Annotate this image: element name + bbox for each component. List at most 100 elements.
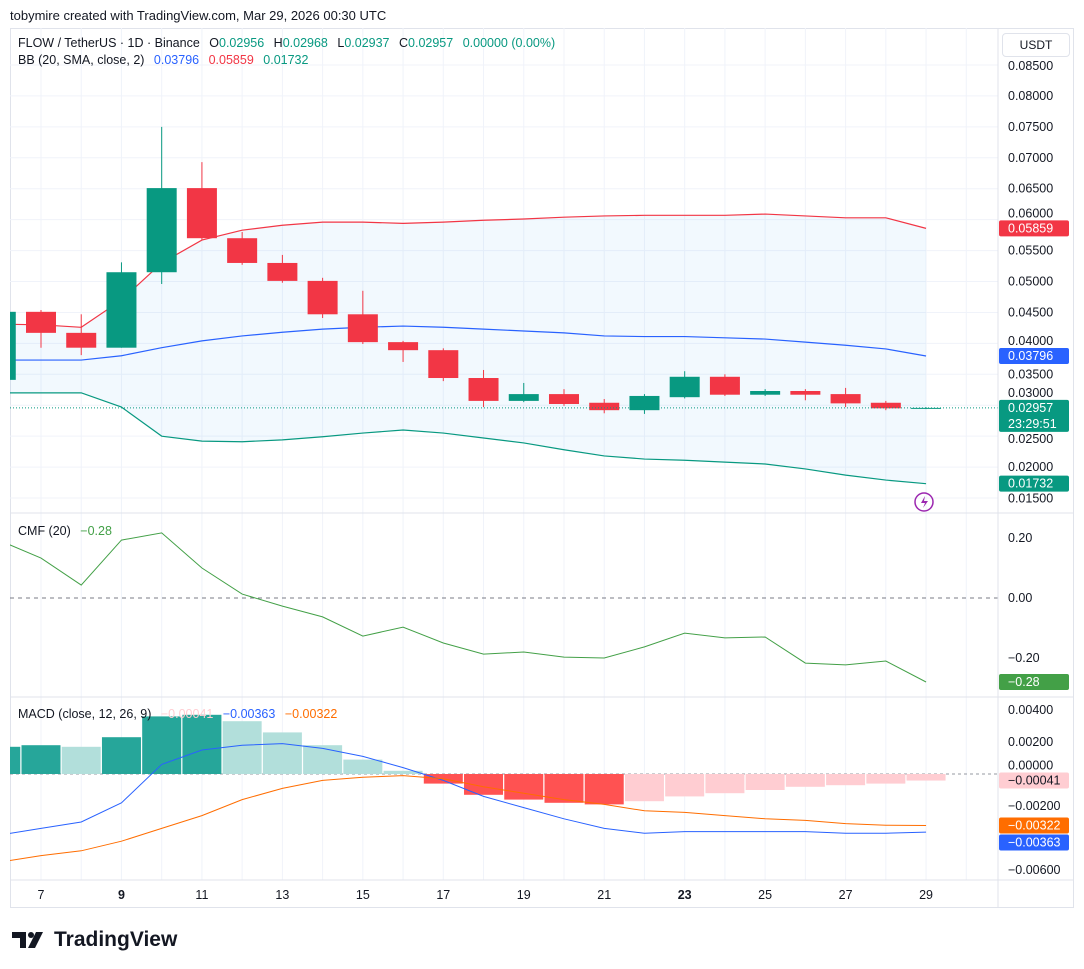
macd-histogram-bar xyxy=(745,774,785,790)
macd-histogram-bar xyxy=(262,732,302,774)
c-label: C xyxy=(399,36,409,50)
candle-body xyxy=(589,402,620,411)
x-tick-label: 7 xyxy=(38,888,45,902)
candle-body xyxy=(267,262,298,281)
bb-lower-label: 0.01732 xyxy=(1008,477,1053,491)
macd-legend[interactable]: MACD (close, 12, 26, 9) −0.00041 −0.0036… xyxy=(18,707,343,721)
macd-histogram-bar xyxy=(101,737,141,774)
logo-text: TradingView xyxy=(54,928,178,951)
macd-histogram-bar xyxy=(182,714,222,774)
macd-histogram-bar xyxy=(303,745,343,774)
bb-legend[interactable]: BB (20, SMA, close, 2) 0.03796 0.05859 0… xyxy=(18,53,314,67)
cmf-label: CMF (20) xyxy=(18,524,71,538)
l-label: L xyxy=(337,36,345,50)
macd-line-value: −0.00363 xyxy=(222,707,276,721)
x-tick-label: 19 xyxy=(517,888,531,902)
h-label: H xyxy=(273,36,283,50)
candle-body xyxy=(750,391,781,395)
credit-text: tobymire created with TradingView.com, M… xyxy=(10,8,387,23)
price-tick-label: 0.08500 xyxy=(1008,59,1053,73)
x-tick-label: 17 xyxy=(436,888,450,902)
macd-line-label-bg xyxy=(999,834,1069,851)
macd-line-label: −0.00363 xyxy=(1008,836,1061,850)
price-tick-label: 0.02000 xyxy=(1008,460,1053,474)
macd-histogram-bar xyxy=(343,759,383,774)
symbol-title[interactable]: FLOW / TetherUS · 1D · Binance xyxy=(18,36,200,50)
chart-frame xyxy=(10,28,1074,908)
price-tick-label: 0.02500 xyxy=(1008,432,1053,446)
macd-signal-value: −0.00322 xyxy=(284,707,338,721)
x-tick-label: 27 xyxy=(839,888,853,902)
candle-body xyxy=(307,280,338,315)
x-tick-label: 23 xyxy=(678,888,692,902)
macd-histogram-bar xyxy=(142,716,182,774)
candle-body xyxy=(830,394,861,404)
ohlc-close: C0.02957 xyxy=(399,36,453,50)
macd-histogram-bar xyxy=(10,746,21,774)
cmf-legend[interactable]: CMF (20) −0.28 xyxy=(18,524,118,538)
candle-body xyxy=(709,376,740,395)
macd-histogram-bar xyxy=(61,746,101,774)
macd-tick-label: 0.00400 xyxy=(1008,703,1053,717)
price-tick-label: 0.08000 xyxy=(1008,89,1053,103)
cmf-tick-label: 0.00 xyxy=(1008,591,1032,605)
c-value: 0.02957 xyxy=(408,36,454,50)
candle-body xyxy=(548,394,579,404)
ohlc-open: O0.02956 xyxy=(209,36,264,50)
candle-body xyxy=(870,402,901,409)
lightning-icon-glyph xyxy=(921,496,928,508)
macd-histogram-bar xyxy=(665,774,705,797)
candle-body xyxy=(347,314,378,343)
cmf-line xyxy=(10,532,927,683)
price-tick-label: 0.07500 xyxy=(1008,120,1053,134)
macd-line xyxy=(10,743,927,834)
price-tick-label: 0.03500 xyxy=(1008,367,1053,381)
tradingview-logo-icon xyxy=(12,932,43,948)
macd-histogram-bar xyxy=(464,774,504,795)
candle-body xyxy=(146,188,177,273)
plot-area xyxy=(10,28,998,880)
bb-up-value: 0.05859 xyxy=(208,53,254,67)
x-tick-label: 15 xyxy=(356,888,370,902)
bb-label: BB (20, SMA, close, 2) xyxy=(18,53,145,67)
macd-label: MACD (close, 12, 26, 9) xyxy=(18,707,152,721)
candle-body xyxy=(26,311,56,333)
x-tick-label: 9 xyxy=(118,888,125,902)
candle-body xyxy=(629,395,660,411)
bb-middle-label-bg xyxy=(999,347,1069,364)
ohlc-low: L0.02937 xyxy=(337,36,389,50)
currency-button[interactable]: USDT xyxy=(1002,33,1070,57)
price-tick-label: 0.07000 xyxy=(1008,151,1053,165)
macd-histogram-bar xyxy=(21,745,61,774)
l-value: 0.02937 xyxy=(344,36,390,50)
candle-body xyxy=(911,407,942,409)
bb-low-value: 0.01732 xyxy=(263,53,309,67)
bb-upper-label: 0.05859 xyxy=(1008,221,1053,235)
candle-body xyxy=(186,188,217,239)
tradingview-logo[interactable]: TradingView xyxy=(12,928,177,952)
price-tick-label: 0.05000 xyxy=(1008,275,1053,289)
macd-histogram-bar xyxy=(705,774,745,794)
signal-line xyxy=(10,775,927,862)
bb-middle-line xyxy=(10,325,927,361)
macd-signal-label: −0.00322 xyxy=(1008,819,1061,833)
bb-middle-label: 0.03796 xyxy=(1008,349,1053,363)
candle-body xyxy=(669,376,700,398)
macd-histogram-bar xyxy=(826,774,866,786)
cmf-tick-label: −0.20 xyxy=(1008,651,1040,665)
bb-lower-label-bg xyxy=(999,475,1069,492)
candle-body xyxy=(388,342,419,351)
x-tick-label: 29 xyxy=(919,888,933,902)
bb-lower-line xyxy=(10,392,927,485)
price-tick-label: 0.04000 xyxy=(1008,334,1053,348)
price-tick-label: 0.04500 xyxy=(1008,305,1053,319)
cmf-last-label: −0.28 xyxy=(1008,675,1040,689)
macd-histogram-bar xyxy=(785,774,825,787)
cmf-tick-label: 0.20 xyxy=(1008,531,1032,545)
candle-body xyxy=(428,350,459,379)
macd-tick-label: 0.00200 xyxy=(1008,735,1053,749)
macd-tick-label: −0.00200 xyxy=(1008,799,1061,813)
price-tick-label: 0.05500 xyxy=(1008,244,1053,258)
last-price-label-bg xyxy=(999,399,1069,432)
